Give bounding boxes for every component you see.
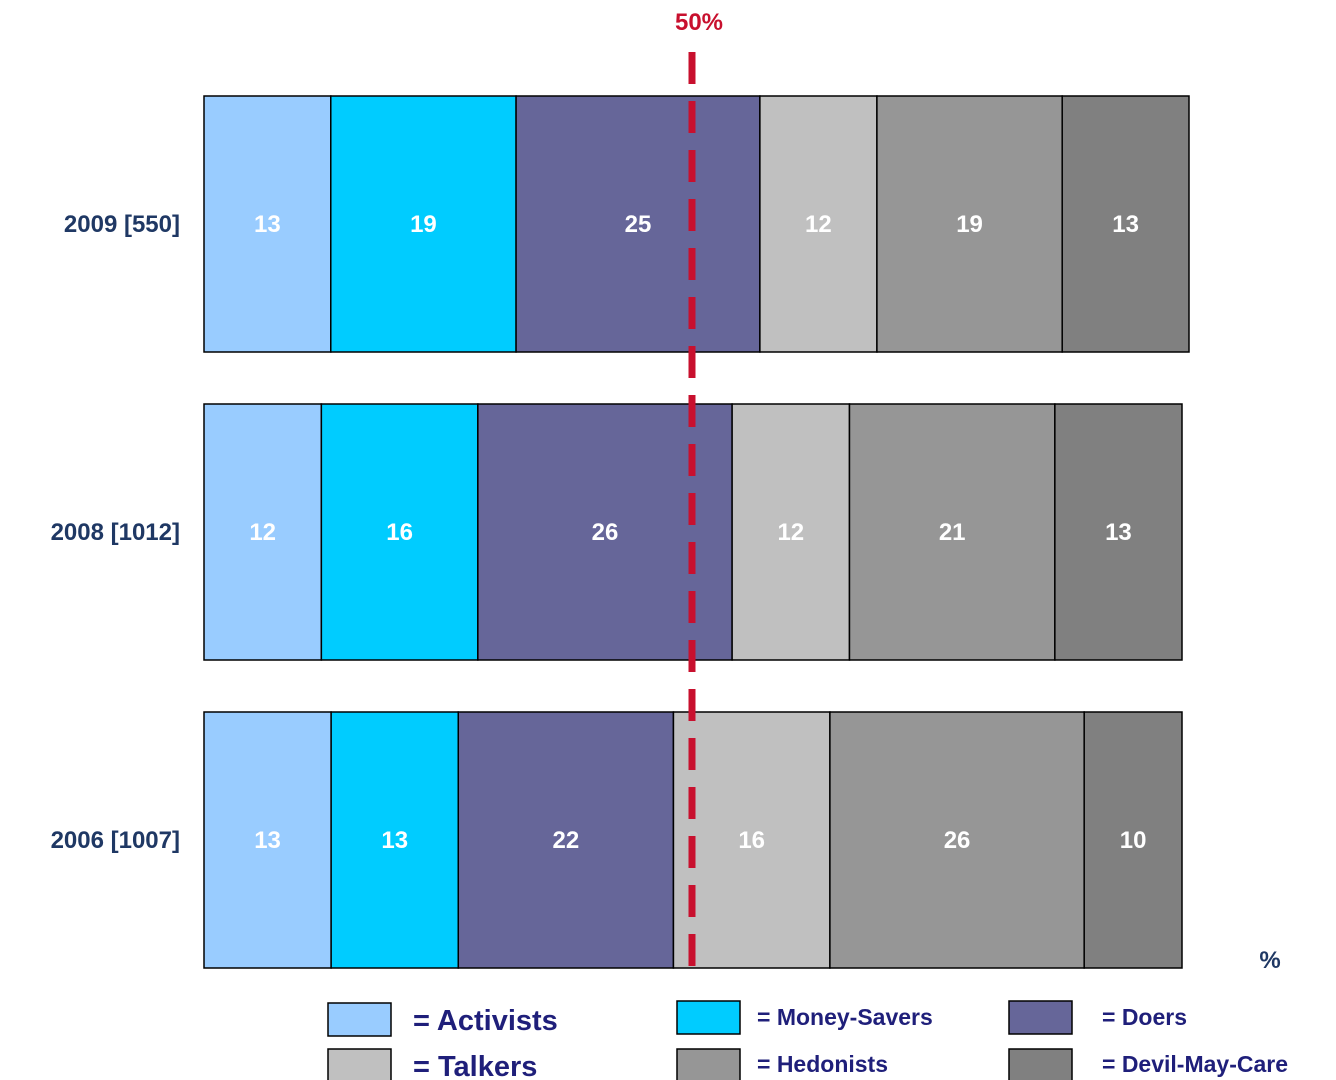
legend-label: = Doers <box>1102 1004 1187 1030</box>
data-label-devil-may-care: 13 <box>1112 211 1139 238</box>
legend-swatch <box>1008 1000 1073 1035</box>
bar-row-2009-550: 2009 [550] 13 19 25 12 19 13 <box>64 95 1190 353</box>
bar-segment-talkers <box>672 711 831 969</box>
bars-layer: 2009 [550] 13 19 25 12 19 13 2008 [1012] 12 16 26 1… <box>51 95 1190 969</box>
legend-label: = Money-Savers <box>757 1004 933 1030</box>
bar-segment-doers <box>457 711 675 969</box>
legend-swatch <box>1008 1048 1073 1080</box>
data-label-devil-may-care: 13 <box>1105 519 1132 546</box>
legend-label: = Talkers <box>413 1051 537 1080</box>
legend-label: = Hedonists <box>757 1051 888 1077</box>
bar-segment-hedonists <box>829 711 1085 969</box>
data-label-money-savers: 19 <box>410 211 437 238</box>
data-label-doers: 25 <box>625 211 652 238</box>
bar-row-2006-1007: 2006 [1007] 13 13 22 16 26 10 <box>51 711 1183 969</box>
bar-segment-talkers <box>759 95 878 353</box>
bar-segment-money-savers <box>330 95 517 353</box>
data-label-money-savers: 13 <box>381 827 408 854</box>
category-label: 2009 [550] <box>64 211 180 238</box>
legend-item-hedonists: = Hedonists <box>676 1048 888 1080</box>
legend-label: = Devil-May-Care <box>1102 1051 1288 1077</box>
legend-label: = Activists <box>413 1005 558 1037</box>
unit-label: % <box>1259 947 1280 974</box>
category-label: 2008 [1012] <box>51 519 180 546</box>
bar-segment-devil-may-care <box>1061 95 1190 353</box>
bar-row-2008-1012: 2008 [1012] 12 16 26 12 21 13 <box>51 403 1183 661</box>
data-label-hedonists: 26 <box>944 827 971 854</box>
data-label-talkers: 12 <box>805 211 832 238</box>
reference-line-label: 50% <box>675 9 723 36</box>
data-label-money-savers: 16 <box>386 519 413 546</box>
reference-line-group: 50%% <box>675 9 1281 982</box>
data-label-doers: 26 <box>592 519 619 546</box>
data-label-activists: 12 <box>249 519 276 546</box>
bar-segment-doers <box>515 95 761 353</box>
legend-swatch <box>327 1002 392 1037</box>
bar-segment-money-savers <box>330 711 460 969</box>
bar-segment-activists <box>203 403 323 661</box>
data-label-doers: 22 <box>553 827 580 854</box>
bar-segment-activists <box>203 711 332 969</box>
legend-swatch <box>327 1048 392 1080</box>
legend: = Activists = Money-Savers = Doers = Talker… <box>327 1000 1288 1080</box>
bar-segment-hedonists <box>876 95 1063 353</box>
legend-item-doers: = Doers <box>1008 1000 1187 1035</box>
bar-segment-devil-may-care <box>1054 403 1183 661</box>
bar-segment-money-savers <box>320 403 479 661</box>
bar-segment-devil-may-care <box>1083 711 1183 969</box>
data-label-activists: 13 <box>254 827 281 854</box>
legend-swatch <box>676 1000 741 1035</box>
data-label-hedonists: 19 <box>956 211 983 238</box>
bar-segment-activists <box>203 95 332 353</box>
bar-segment-talkers <box>731 403 851 661</box>
data-label-hedonists: 21 <box>939 519 966 546</box>
data-label-activists: 13 <box>254 211 281 238</box>
legend-item-money-savers: = Money-Savers <box>676 1000 933 1035</box>
legend-item-devil-may-care: = Devil-May-Care <box>1008 1048 1288 1080</box>
legend-swatch <box>676 1048 741 1080</box>
category-label: 2006 [1007] <box>51 827 180 854</box>
legend-item-talkers: = Talkers <box>327 1048 537 1080</box>
data-label-devil-may-care: 10 <box>1120 827 1147 854</box>
data-label-talkers: 16 <box>738 827 765 854</box>
legend-item-activists: = Activists <box>327 1002 558 1037</box>
data-label-talkers: 12 <box>777 519 804 546</box>
